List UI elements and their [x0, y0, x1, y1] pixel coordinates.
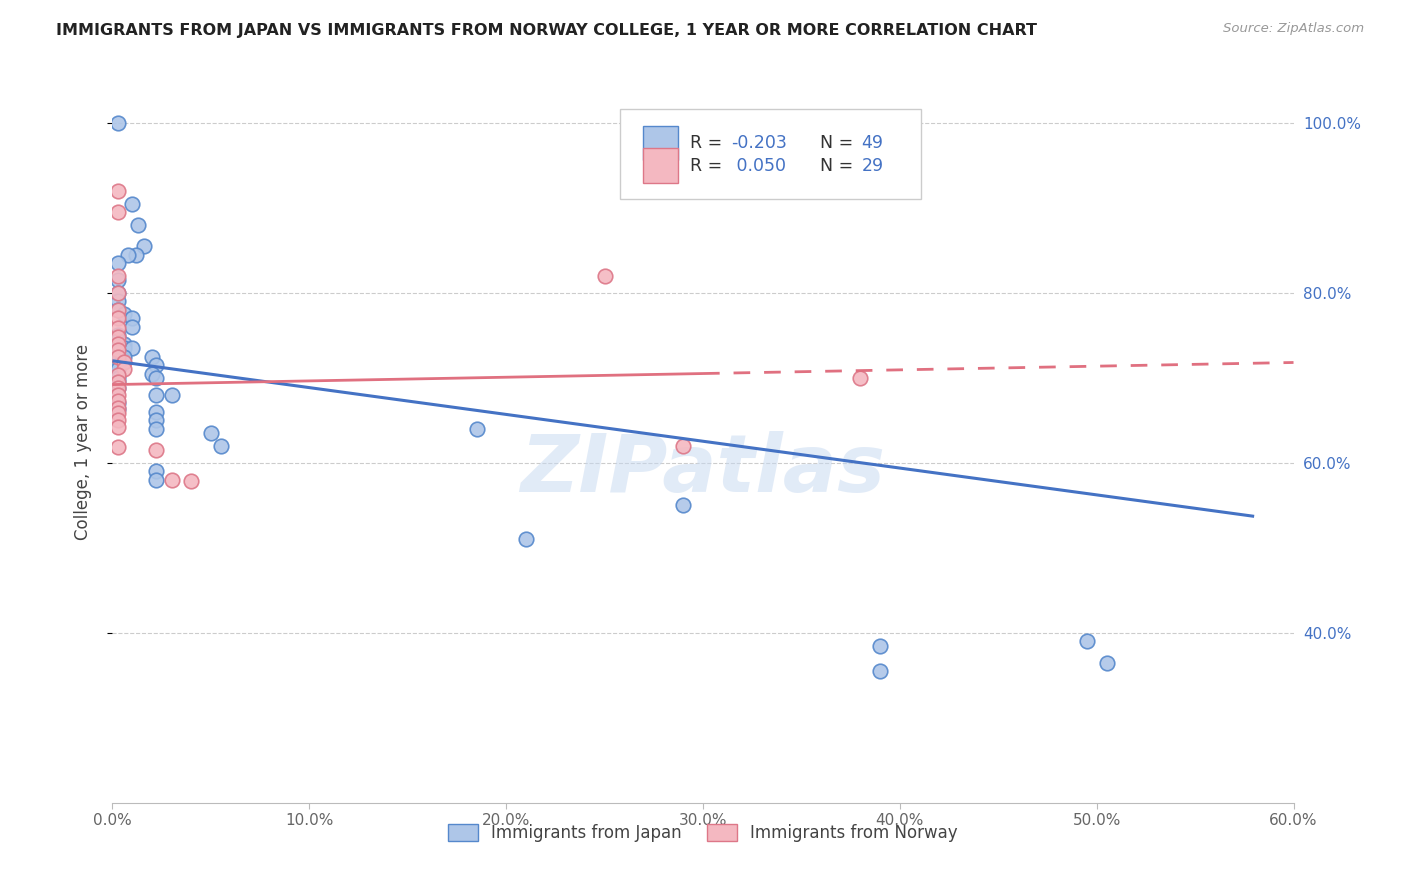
Point [145, 464, 167, 478]
Point [107, 358, 129, 372]
Point [107, 285, 129, 300]
Text: 49: 49 [862, 134, 883, 153]
Point [593, 268, 616, 283]
Point [107, 362, 129, 376]
Point [145, 422, 167, 436]
Legend: Immigrants from Japan, Immigrants from Norway: Immigrants from Japan, Immigrants from N… [441, 817, 965, 848]
Point [145, 358, 167, 372]
Point [869, 639, 891, 653]
Text: ZIPatlas: ZIPatlas [520, 432, 886, 509]
Point [121, 196, 143, 211]
Point [107, 333, 129, 347]
Point [107, 302, 129, 317]
FancyBboxPatch shape [620, 109, 921, 200]
Point [107, 256, 129, 270]
Point [107, 441, 129, 455]
Text: 0.050: 0.050 [731, 156, 786, 175]
Point [107, 353, 129, 368]
Point [107, 371, 129, 385]
Point [107, 396, 129, 410]
Text: N =: N = [820, 134, 859, 153]
Point [107, 273, 129, 287]
Point [107, 321, 129, 335]
Point [107, 184, 129, 198]
Point [107, 388, 129, 402]
Point [180, 475, 202, 489]
Point [107, 294, 129, 309]
Point [465, 422, 488, 436]
Point [112, 307, 135, 321]
Point [107, 302, 129, 317]
Point [145, 371, 167, 385]
Point [107, 311, 129, 326]
Bar [643, 148, 678, 183]
Point [141, 367, 163, 381]
Text: 29: 29 [862, 156, 883, 175]
Point [200, 425, 222, 440]
Point [107, 350, 129, 364]
Point [145, 388, 167, 402]
Point [107, 407, 129, 421]
Point [869, 664, 891, 678]
Point [145, 443, 167, 458]
Point [672, 498, 695, 512]
Point [112, 341, 135, 355]
Point [107, 401, 129, 415]
Point [107, 420, 129, 434]
Text: IMMIGRANTS FROM JAPAN VS IMMIGRANTS FROM NORWAY COLLEGE, 1 YEAR OR MORE CORRELAT: IMMIGRANTS FROM JAPAN VS IMMIGRANTS FROM… [56, 23, 1038, 38]
Point [160, 388, 183, 402]
Point [107, 375, 129, 389]
Point [121, 341, 143, 355]
Point [132, 239, 155, 253]
Point [145, 413, 167, 427]
Y-axis label: College, 1 year or more: College, 1 year or more [73, 343, 91, 540]
Point [107, 328, 129, 343]
Point [107, 330, 129, 344]
Point [145, 473, 167, 487]
Bar [643, 126, 678, 161]
Point [121, 319, 143, 334]
Point [672, 439, 695, 453]
Point [117, 247, 139, 261]
Point [107, 402, 129, 417]
Point [112, 336, 135, 351]
Point [112, 355, 135, 369]
Point [160, 473, 183, 487]
Point [107, 343, 129, 357]
Point [141, 350, 163, 364]
Point [107, 285, 129, 300]
Point [107, 393, 129, 408]
Point [849, 371, 872, 385]
Point [112, 362, 135, 376]
Point [107, 375, 129, 389]
Point [125, 247, 148, 261]
Text: Source: ZipAtlas.com: Source: ZipAtlas.com [1223, 22, 1364, 36]
Text: N =: N = [820, 156, 859, 175]
Point [107, 116, 129, 130]
Point [127, 218, 149, 232]
Point [112, 350, 135, 364]
Point [1095, 656, 1118, 670]
Point [209, 439, 232, 453]
Point [107, 413, 129, 427]
Point [1076, 634, 1098, 648]
Point [107, 345, 129, 359]
Point [107, 336, 129, 351]
Text: -0.203: -0.203 [731, 134, 787, 153]
Point [107, 381, 129, 395]
Point [121, 311, 143, 326]
Point [515, 533, 537, 547]
Point [107, 205, 129, 219]
Point [145, 405, 167, 419]
Point [107, 381, 129, 395]
Point [107, 368, 129, 383]
Text: R =: R = [690, 156, 728, 175]
Point [107, 268, 129, 283]
Text: R =: R = [690, 134, 728, 153]
